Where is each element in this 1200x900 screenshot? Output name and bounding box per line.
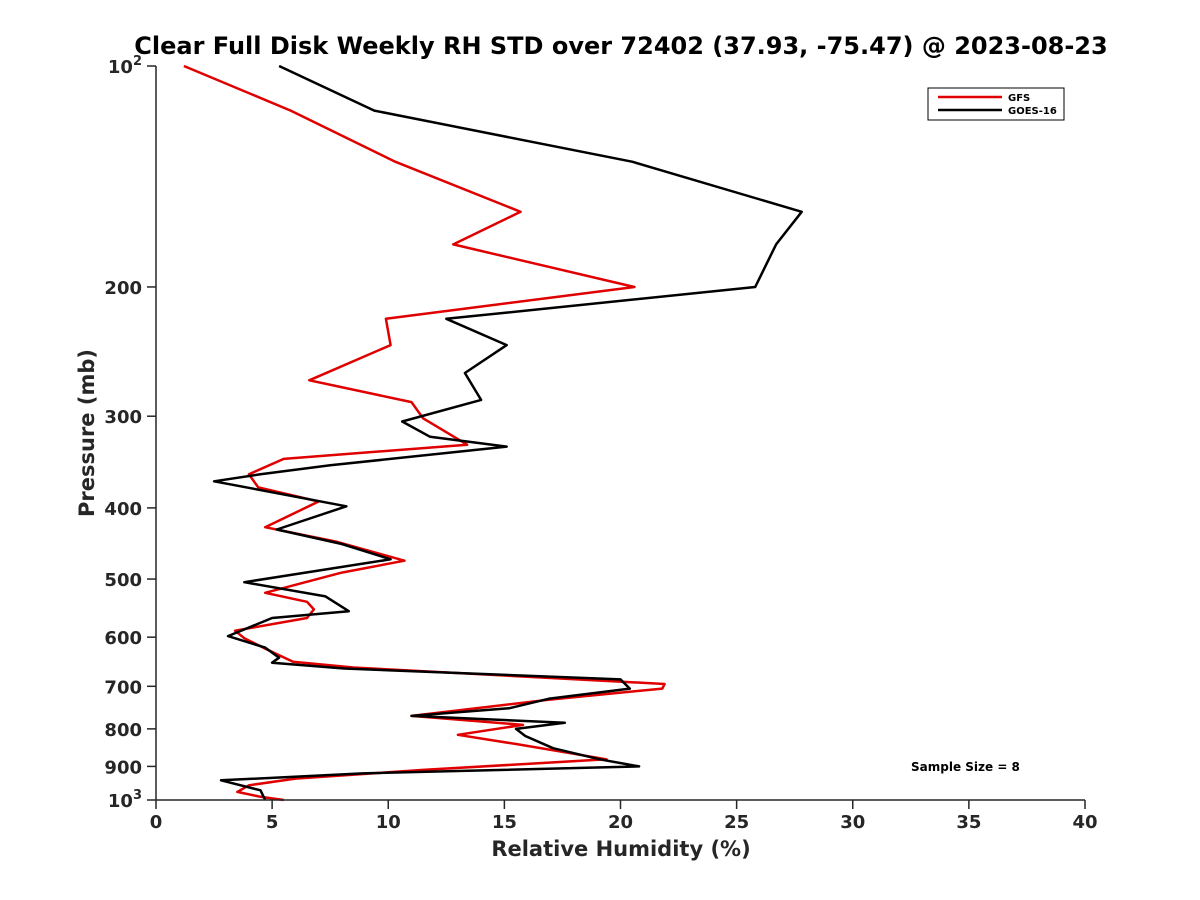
y-axis-label: Pressure (mb) (75, 349, 99, 517)
series-layer (183, 64, 803, 802)
x-tick-label: 15 (492, 812, 517, 833)
legend-box (927, 87, 1065, 121)
y-tick-label: 600 (104, 628, 142, 649)
y-tick-label: 500 (104, 570, 142, 591)
legend: GFS GOES-16 (927, 87, 1065, 121)
x-tick-label: 5 (266, 812, 279, 833)
x-tick-label: 10 (376, 812, 401, 833)
sample-size-annotation: Sample Size = 8 (911, 760, 1020, 774)
y-tick-label: 300 (104, 407, 142, 428)
y-tick-label: 800 (104, 720, 142, 741)
chart-title: Clear Full Disk Weekly RH STD over 72402… (134, 32, 1107, 60)
x-axis-label: Relative Humidity (%) (491, 837, 750, 861)
y-tick-label: 700 (104, 677, 142, 698)
x-tick-label: 20 (608, 812, 633, 833)
x-ticks: 0 5 10 15 20 25 30 35 40 (150, 800, 1098, 833)
series-line-goes16 (212, 64, 803, 801)
x-tick-label: 35 (956, 812, 981, 833)
legend-label-gfs: GFS (1008, 93, 1030, 104)
x-tick-label: 0 (150, 812, 163, 833)
y-tick-label: 400 (104, 499, 142, 520)
x-tick-label: 40 (1072, 812, 1097, 833)
legend-label-goes16: GOES-16 (1008, 106, 1057, 117)
y-tick-label: 900 (104, 757, 142, 778)
x-tick-label: 30 (840, 812, 865, 833)
series-line-gfs (183, 64, 666, 802)
y-tick-label: 200 (104, 278, 142, 299)
plot-area (156, 66, 1085, 800)
x-tick-label: 25 (724, 812, 749, 833)
